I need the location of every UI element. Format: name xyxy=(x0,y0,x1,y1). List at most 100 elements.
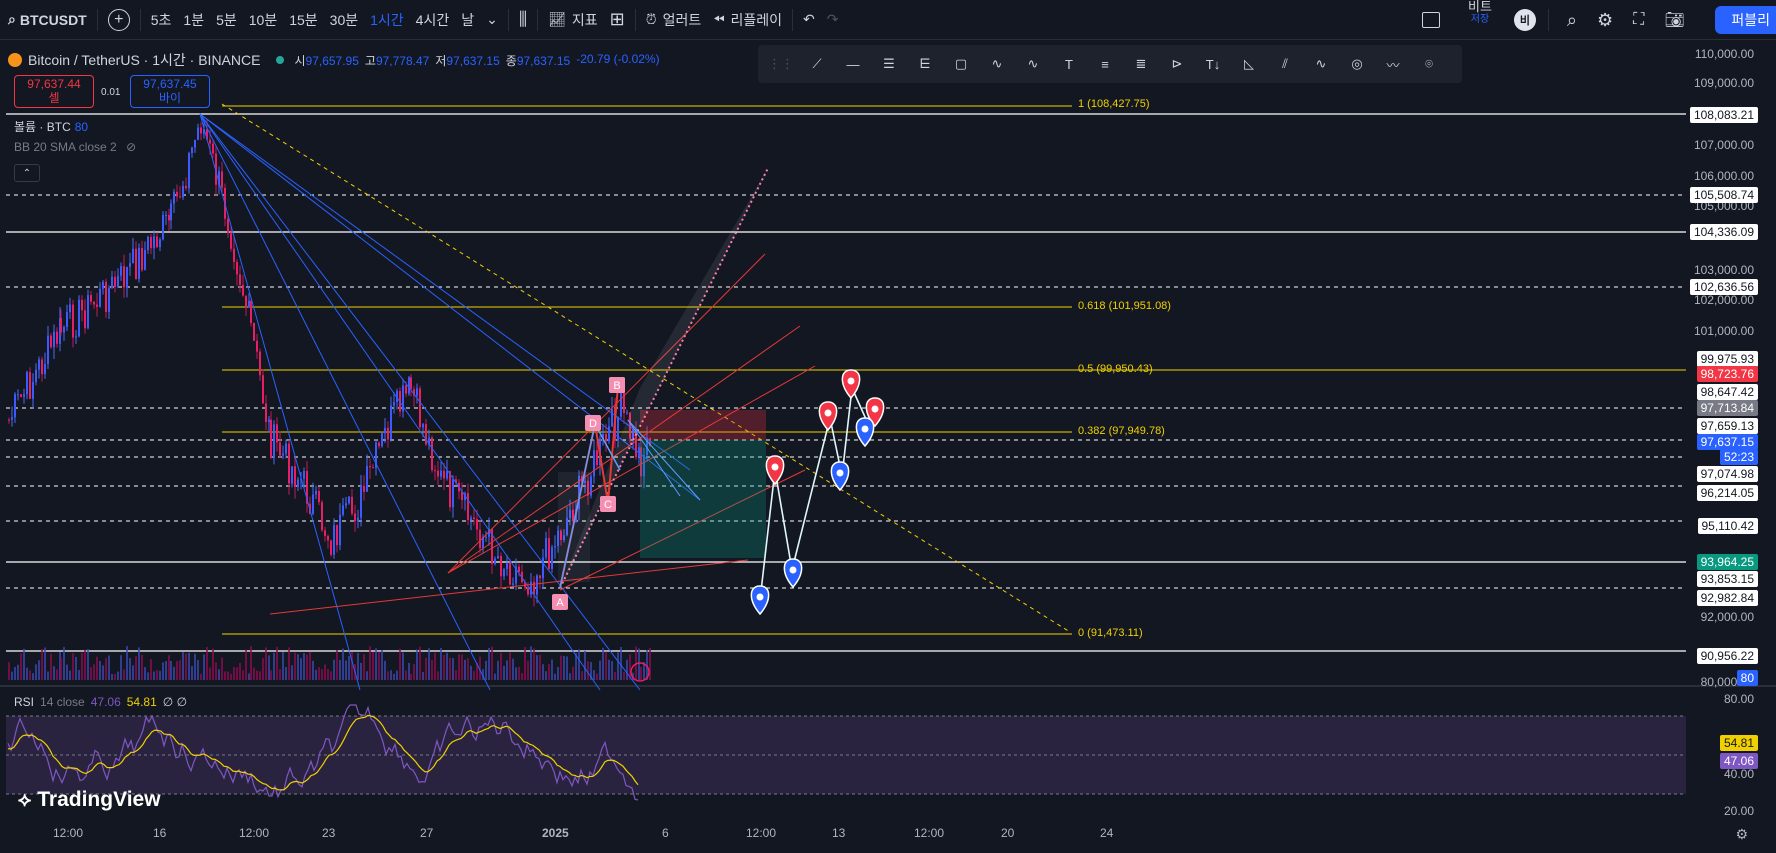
candle-body xyxy=(497,555,499,559)
interval-button[interactable]: 5분 xyxy=(216,11,237,28)
volume-bar xyxy=(84,649,86,680)
candle-body xyxy=(542,557,544,579)
interval-button[interactable]: 10분 xyxy=(248,11,278,28)
volume-bar xyxy=(132,665,134,680)
candle-body xyxy=(60,318,62,333)
change-value: -20.79 (-0.02%) xyxy=(576,51,660,66)
volume-legend[interactable]: 볼륨 · BTC 80 xyxy=(14,118,88,135)
templates-button[interactable]: ⊞ xyxy=(604,0,631,40)
rectangle-icon[interactable]: ▢ xyxy=(954,56,968,71)
marker-pin-dot xyxy=(847,377,855,385)
interval-button[interactable]: 1분 xyxy=(183,11,205,28)
projection-line xyxy=(559,167,769,589)
alarm-clock-icon: ⏰︎ xyxy=(645,11,657,27)
bollinger-legend[interactable]: BB 20 SMA close 2 ⊘ xyxy=(14,140,136,154)
price-axis-label: 92,982.84 xyxy=(1696,590,1758,606)
interval-dropdown-button[interactable]: ⌄ xyxy=(480,0,504,40)
buy-button[interactable]: 97,637.45 바이 xyxy=(130,75,210,108)
elliott-wave-icon[interactable]: ∿ xyxy=(1027,56,1039,71)
xabcd-pattern-icon[interactable]: ∿ xyxy=(1315,56,1327,71)
triangle-pattern-icon[interactable]: ◺ xyxy=(1244,56,1254,71)
candle-body xyxy=(646,437,648,455)
compare-symbol-button[interactable]: + xyxy=(102,0,136,40)
volume-bar xyxy=(437,671,439,680)
volume-bar xyxy=(215,662,217,680)
interval-button[interactable]: 30분 xyxy=(329,11,359,28)
interval-button[interactable]: 1시간 xyxy=(370,11,404,28)
interval-button[interactable]: 5초 xyxy=(150,11,172,28)
candle-body xyxy=(488,528,490,537)
alert-button[interactable]: ⏰︎ 얼러트 xyxy=(640,0,708,40)
candle-body xyxy=(372,467,374,469)
price-chart-canvas[interactable]: BDBCA xyxy=(0,41,1776,853)
candle-body xyxy=(455,479,457,483)
chart-type-button[interactable]: ⫼ xyxy=(513,0,533,40)
fib-retracement-icon[interactable]: ≡ xyxy=(1101,56,1109,72)
abc-pattern-icon[interactable]: ∿ xyxy=(991,56,1003,71)
candle-body xyxy=(245,295,247,308)
price-note-icon[interactable]: T↓ xyxy=(1205,56,1221,72)
candle-body xyxy=(632,429,634,439)
sell-button[interactable]: 97,637.44 셀 xyxy=(14,75,94,108)
volume-bar xyxy=(294,652,296,680)
fib-extension-icon[interactable]: ≣ xyxy=(1135,56,1147,71)
indicators-button[interactable]: 📈︎ 지표 xyxy=(542,0,604,40)
snapshot-button[interactable]: 📷︎ xyxy=(1658,0,1690,40)
parallel-channel-icon[interactable]: ☰ xyxy=(883,56,895,71)
rsi-legend[interactable]: RSI 14 close 47.06 54.81 ∅ ∅ xyxy=(14,695,187,709)
volume-bar xyxy=(35,664,37,680)
replay-button[interactable]: ⏪︎ 리플레이 xyxy=(707,0,788,40)
candle-body xyxy=(509,562,511,585)
grid-icon: ⊞ xyxy=(609,9,625,29)
circle-icon[interactable]: ◎ xyxy=(1351,56,1363,71)
brush-icon[interactable]: ⫽ xyxy=(1282,56,1288,71)
volume-bar xyxy=(643,662,645,680)
candle-body xyxy=(84,310,86,329)
chevron-down-icon: ⌄ xyxy=(486,11,498,27)
volume-bar xyxy=(324,664,326,680)
pitchfork-icon[interactable]: ⋿ xyxy=(919,56,931,71)
rsi-extra: ∅ ∅ xyxy=(162,695,188,709)
time-tick: 12:00 xyxy=(914,826,945,840)
forecast-icon[interactable]: ⊳ xyxy=(1171,56,1183,71)
layout-button[interactable] xyxy=(1416,0,1446,40)
horizontal-ray-icon[interactable]: — xyxy=(846,56,860,72)
candle-body xyxy=(262,375,264,404)
candle-body xyxy=(78,299,80,337)
candle-body xyxy=(473,517,475,520)
trend-line-icon[interactable]: ⟋ xyxy=(812,56,822,71)
save-button[interactable]: 비트 저장 xyxy=(1454,0,1506,40)
chart-area[interactable]: BDBCA xyxy=(0,41,1776,853)
rsi-ma-tag: 54.81 xyxy=(1719,735,1758,751)
path-icon[interactable]: 〰 xyxy=(1386,57,1400,73)
settings-button[interactable]: ⚙ xyxy=(1591,0,1619,40)
avatar[interactable]: 비 xyxy=(1513,9,1536,31)
volume-bar xyxy=(596,673,598,680)
candle-body xyxy=(279,442,281,456)
interval-button[interactable]: 15분 xyxy=(289,11,318,28)
brand-label: TradingView xyxy=(37,788,161,811)
candle-body xyxy=(470,517,472,521)
publish-button[interactable]: 퍼블리 xyxy=(1715,6,1776,34)
symbol-label: BTCUSDT xyxy=(19,11,87,28)
pin-icon[interactable]: ⌾ xyxy=(1425,56,1433,71)
tradingview-logo[interactable]: ⟡ TradingView xyxy=(18,788,161,812)
axis-settings-button[interactable]: ⚙ xyxy=(1735,826,1748,843)
redo-button[interactable]: ↷ xyxy=(821,0,845,40)
volume-bar xyxy=(599,660,601,680)
high-label: 고 xyxy=(364,53,376,68)
candle-body xyxy=(512,583,514,585)
interval-button[interactable]: 날 xyxy=(461,11,475,28)
eye-hidden-icon[interactable]: ⊘ xyxy=(126,140,137,154)
fullscreen-button[interactable]: ⛶ xyxy=(1627,0,1650,40)
undo-button[interactable]: ↶ xyxy=(797,0,821,40)
collapse-legend-button[interactable]: ⌃ xyxy=(14,164,40,182)
interval-button[interactable]: 4시간 xyxy=(415,11,450,28)
candle-body xyxy=(144,250,146,271)
symbol-search-button[interactable]: ⌕ BTCUSDT xyxy=(0,0,93,40)
marker-pin-dot xyxy=(789,566,797,574)
text-icon[interactable]: T xyxy=(1065,56,1073,72)
drag-handle-icon[interactable]: ⋮⋮ xyxy=(768,56,794,71)
quick-search-button[interactable]: ⌕ xyxy=(1561,0,1583,40)
candle-body xyxy=(47,335,49,364)
